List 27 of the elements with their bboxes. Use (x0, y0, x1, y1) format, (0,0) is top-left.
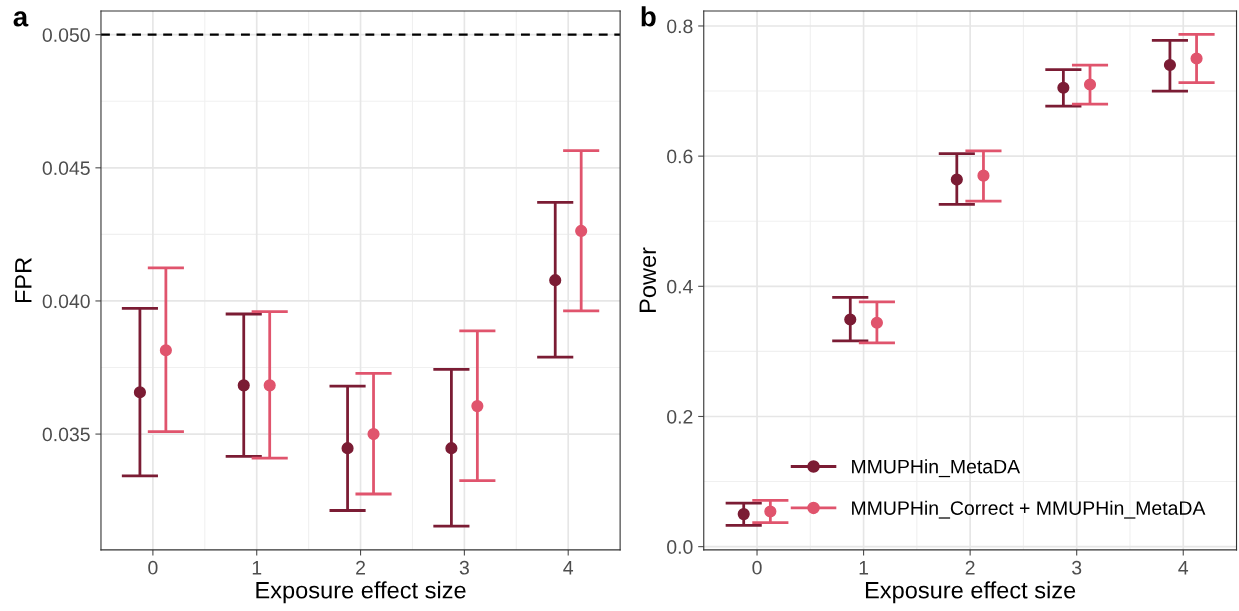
x-tick-label: 0 (148, 560, 158, 575)
x-axis-title: Exposure effect size (256, 581, 466, 604)
chart-title: a (13, 11, 29, 27)
x-tick-label: 1 (252, 561, 262, 575)
y-tick-label: 0.040 (42, 294, 90, 309)
y-tick-label: 0.8 (667, 19, 693, 34)
x-tick-label: 1 (859, 561, 869, 575)
x-tick-label: 4 (563, 561, 574, 575)
y-tick-label: 0.2 (667, 409, 693, 424)
y-axis-title: FPR (15, 257, 32, 303)
x-tick-label: 4 (1178, 561, 1189, 575)
y-tick-label: 0.045 (42, 161, 90, 176)
chart-title: b (641, 6, 656, 27)
y-tick-label: 0.0 (667, 540, 693, 554)
y-tick-label: 0.050 (42, 28, 90, 42)
x-tick-label: 3 (459, 560, 469, 575)
x-axis-title: Exposure effect size (865, 581, 1076, 604)
x-tick-label: 2 (965, 560, 975, 575)
x-tick-label: 0 (752, 560, 762, 575)
legend-label: MMUPHin_Correct + MMUPHin_MetaDA (852, 500, 1206, 519)
y-tick-label: 0.6 (667, 149, 693, 164)
x-tick-label: 2 (356, 560, 365, 575)
x-tick-label: 3 (1072, 560, 1082, 575)
y-tick-label: 0.035 (42, 427, 90, 442)
y-tick-label: 0.4 (667, 279, 693, 294)
y-axis-title: Power (639, 247, 657, 312)
legend-label: MMUPHin_MetaDA (852, 459, 1021, 478)
